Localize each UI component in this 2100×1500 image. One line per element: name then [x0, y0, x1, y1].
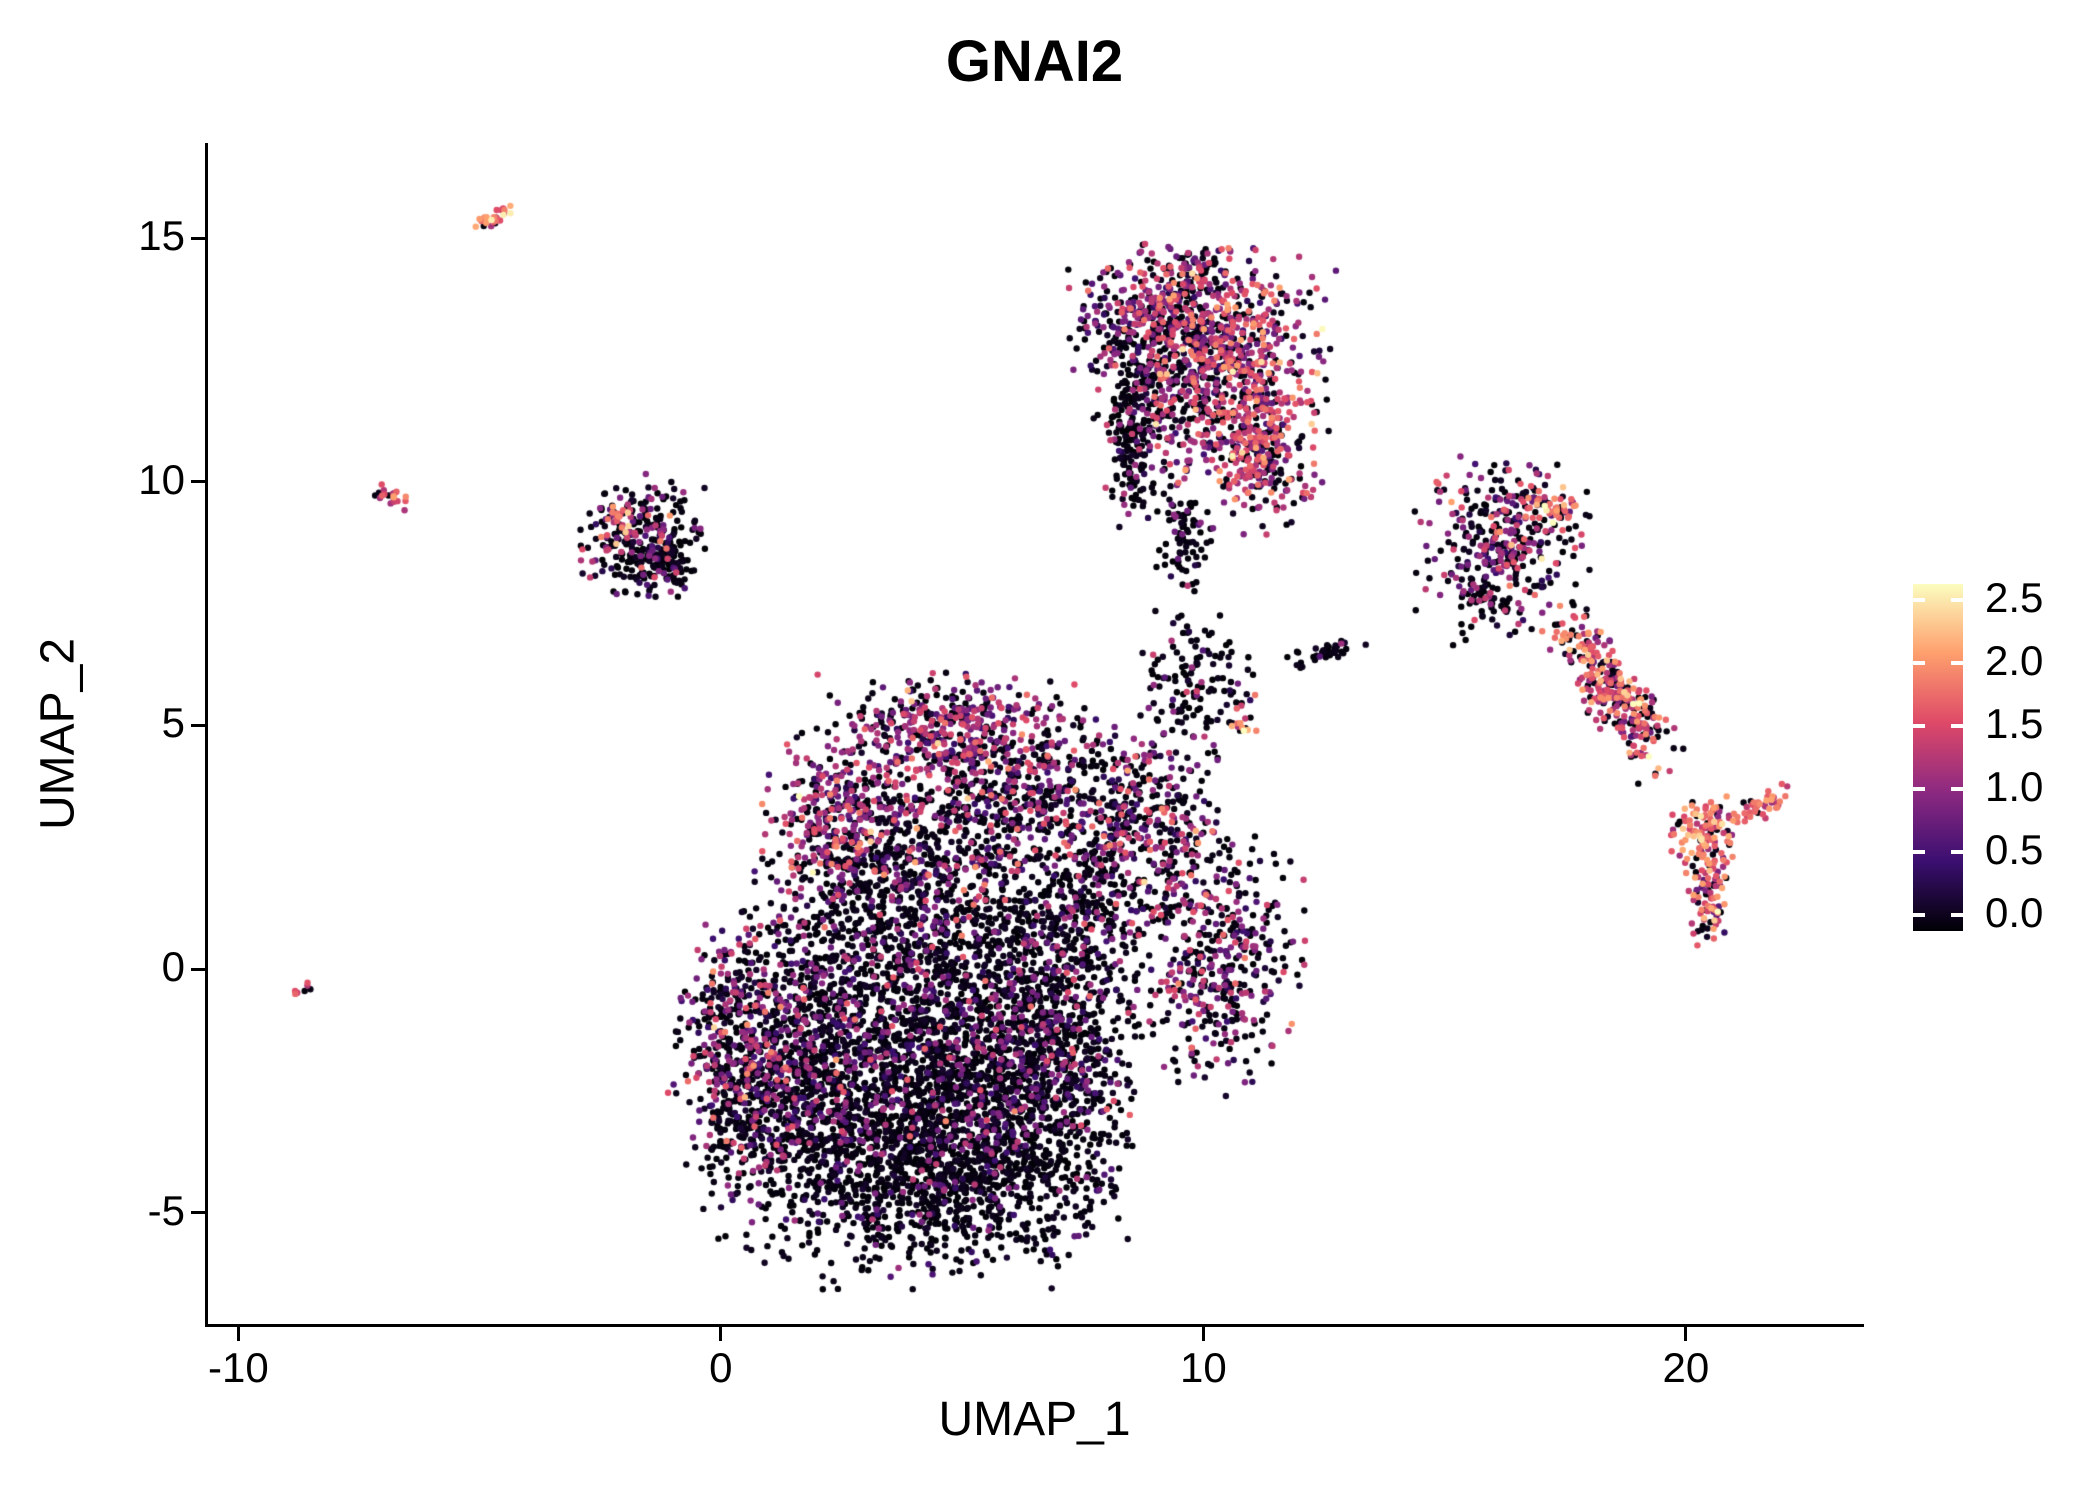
- colorbar-tick-left: [1913, 598, 1925, 602]
- colorbar-tick-left: [1913, 661, 1925, 665]
- colorbar-tick-right: [1951, 598, 1963, 602]
- x-axis-line: [205, 1324, 1864, 1327]
- y-tick-mark: [191, 723, 205, 727]
- colorbar-tick-label: 2.5: [1985, 574, 2044, 621]
- colorbar-tick-left: [1913, 724, 1925, 728]
- y-tick-mark: [191, 967, 205, 971]
- colorbar-tick-right: [1951, 661, 1963, 665]
- colorbar-tick-right: [1951, 724, 1963, 728]
- x-tick-mark: [719, 1327, 723, 1341]
- y-tick-mark: [191, 236, 205, 240]
- x-tick-label: 20: [1662, 1344, 1710, 1391]
- y-tick-label: 0: [161, 943, 185, 991]
- x-tick-mark: [236, 1327, 240, 1341]
- y-axis-title: UMAP_2: [31, 637, 85, 831]
- y-tick-label: -5: [147, 1186, 185, 1234]
- y-tick-label: 15: [138, 212, 185, 260]
- colorbar-tick-label: 2.0: [1985, 637, 2044, 684]
- y-tick-mark: [191, 1211, 205, 1215]
- colorbar-tick-left: [1913, 913, 1925, 917]
- colorbar-gradient: [1913, 584, 1963, 931]
- y-axis-line: [205, 143, 208, 1327]
- x-axis-title: UMAP_1: [938, 1393, 1131, 1446]
- colorbar-tick-right: [1951, 787, 1963, 791]
- x-tick-mark: [1201, 1327, 1205, 1341]
- colorbar-tick-label: 1.5: [1985, 700, 2044, 747]
- x-tick-mark: [1684, 1327, 1688, 1341]
- colorbar-tick-right: [1951, 913, 1963, 917]
- colorbar-tick-left: [1913, 850, 1925, 854]
- x-tick-label: 0: [709, 1344, 733, 1391]
- colorbar-tick-right: [1951, 850, 1963, 854]
- y-tick-label: 5: [161, 699, 185, 747]
- x-tick-label: -10: [208, 1344, 269, 1391]
- y-tick-label: 10: [138, 455, 185, 503]
- colorbar-tick-left: [1913, 787, 1925, 791]
- colorbar-tick-label: 0.5: [1985, 826, 2044, 873]
- colorbar-tick-label: 0.0: [1985, 889, 2044, 936]
- plot-title: GNAI2: [945, 29, 1124, 94]
- colorbar-tick-label: 1.0: [1985, 763, 2044, 810]
- x-tick-label: 10: [1180, 1344, 1227, 1391]
- y-tick-mark: [191, 480, 205, 484]
